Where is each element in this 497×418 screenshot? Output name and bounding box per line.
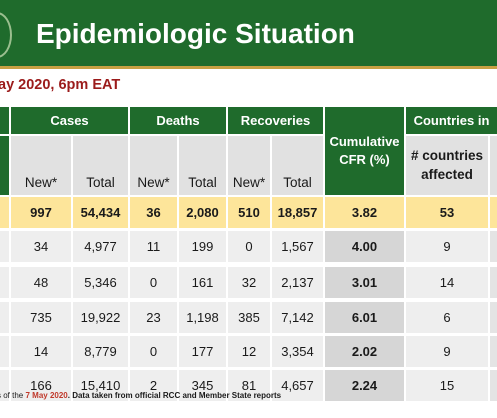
total-cell: 54,434 — [73, 197, 128, 228]
header-banner: Epidemiologic Situation — [0, 0, 497, 69]
data-cell: 8,779 — [73, 336, 128, 367]
seal-logo — [0, 12, 12, 58]
row-edge-cell — [490, 336, 497, 367]
data-cell: 161 — [179, 267, 226, 298]
total-cell: 997 — [11, 197, 71, 228]
data-cell: 3.01 — [325, 267, 404, 298]
report-date: ay 2020, 6pm EAT — [0, 77, 121, 93]
page-title: Epidemiologic Situation — [36, 18, 355, 49]
data-cell: 2,137 — [272, 267, 323, 298]
data-cell: 15 — [406, 370, 488, 401]
data-cell: 6.01 — [325, 302, 404, 333]
data-cell: 4,657 — [272, 370, 323, 401]
footnote-pre: s of the — [0, 391, 24, 400]
data-cell: 0 — [130, 336, 177, 367]
total-cell: 2,080 — [179, 197, 226, 228]
header-cases: Cases — [11, 107, 128, 134]
total-cell: 36 — [130, 197, 177, 228]
data-cell: 735 — [11, 302, 71, 333]
subheader-total: Total — [73, 136, 128, 195]
data-cell: 9 — [406, 231, 488, 262]
data-cell: 199 — [179, 231, 226, 262]
data-cell: 2.24 — [325, 370, 404, 401]
data-cell: 177 — [179, 336, 226, 367]
header-cfr: Cumulative CFR (%) — [325, 107, 404, 195]
row-edge-cell — [490, 197, 497, 228]
data-cell: 34 — [11, 231, 71, 262]
row-edge-cell — [490, 267, 497, 298]
total-cell: 18,857 — [272, 197, 323, 228]
subheader-new: New* — [228, 136, 270, 195]
subheader-total: Total — [179, 136, 226, 195]
data-cell: 1,198 — [179, 302, 226, 333]
data-cell: 81 — [228, 370, 270, 401]
data-cell: 0 — [130, 267, 177, 298]
data-cell: 0 — [228, 231, 270, 262]
row-label-cell — [0, 370, 9, 401]
data-cell: 7,142 — [272, 302, 323, 333]
data-cell: 14 — [406, 267, 488, 298]
data-cell: 23 — [130, 302, 177, 333]
subheader-new: New* — [130, 136, 177, 195]
row-label-cell — [0, 231, 9, 262]
header-deaths: Deaths — [130, 107, 226, 134]
total-cell: 3.82 — [325, 197, 404, 228]
data-cell: 5,346 — [73, 267, 128, 298]
data-cell: 345 — [179, 370, 226, 401]
data-cell: 32 — [228, 267, 270, 298]
total-cell: 53 — [406, 197, 488, 228]
data-cell: 4,977 — [73, 231, 128, 262]
situation-table: Cases Deaths Recoveries Cumulative CFR (%) C… — [0, 107, 497, 401]
footnote: s of the 7 May 2020. Data taken from off… — [0, 391, 281, 400]
data-cell: 11 — [130, 231, 177, 262]
footnote-post: . Data taken from official RCC and Membe… — [67, 391, 282, 400]
data-cell: 9 — [406, 336, 488, 367]
data-cell: 2 — [130, 370, 177, 401]
row-label-cell — [0, 302, 9, 333]
row-label-cell — [0, 197, 9, 228]
data-cell: 3,354 — [272, 336, 323, 367]
subheader-countries-affected: # countries affected — [406, 136, 488, 195]
subheader-edge — [490, 136, 497, 195]
total-cell: 510 — [228, 197, 270, 228]
data-cell: 6 — [406, 302, 488, 333]
data-cell: 48 — [11, 267, 71, 298]
data-cell: 19,922 — [73, 302, 128, 333]
data-cell: 15,410 — [73, 370, 128, 401]
row-edge-cell — [490, 370, 497, 401]
data-cell: 166 — [11, 370, 71, 401]
row-edge-cell — [490, 302, 497, 333]
data-cell: 12 — [228, 336, 270, 367]
subheader-new: New* — [11, 136, 71, 195]
header-countries: Countries in — [406, 107, 497, 134]
data-cell: 385 — [228, 302, 270, 333]
data-cell: 1,567 — [272, 231, 323, 262]
row-label-cell — [0, 267, 9, 298]
footnote-date: 7 May 2020 — [25, 391, 68, 400]
row-edge-cell — [490, 231, 497, 262]
data-cell: 4.00 — [325, 231, 404, 262]
subheader-blank — [0, 136, 9, 195]
data-cell: 14 — [11, 336, 71, 367]
row-label-cell — [0, 336, 9, 367]
data-cell: 2.02 — [325, 336, 404, 367]
subheader-total: Total — [272, 136, 323, 195]
header-recoveries: Recoveries — [228, 107, 323, 134]
header-cell-blank — [0, 107, 9, 134]
